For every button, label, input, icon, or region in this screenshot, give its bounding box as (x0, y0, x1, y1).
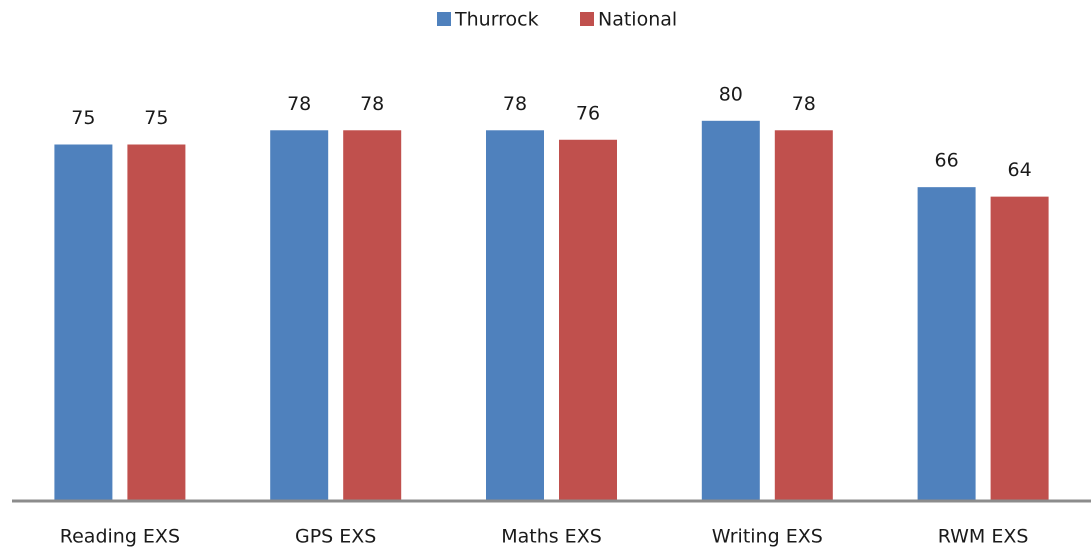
bar (486, 130, 544, 500)
data-label: 75 (144, 107, 168, 129)
x-tick-label: RWM EXS (938, 526, 1029, 548)
data-label: 78 (792, 93, 816, 115)
data-label: 80 (719, 83, 743, 105)
bar (917, 187, 976, 500)
data-label: 64 (1008, 159, 1032, 181)
bar (127, 144, 186, 500)
x-tick-label: Writing EXS (712, 526, 823, 548)
data-label: 66 (935, 150, 959, 172)
x-tick-label: GPS EXS (295, 526, 376, 548)
data-label: 78 (287, 93, 311, 115)
bar (270, 130, 329, 500)
data-label: 78 (503, 93, 527, 115)
bar (990, 196, 1049, 500)
data-label: 75 (71, 107, 95, 129)
bar (54, 144, 113, 500)
bar (701, 120, 760, 501)
x-tick-label: Maths EXS (501, 526, 602, 548)
legend-label: Thurrock (454, 9, 539, 31)
bar (559, 139, 617, 500)
x-tick-label: Reading EXS (60, 526, 180, 548)
data-label: 76 (576, 102, 600, 124)
bar (774, 130, 833, 500)
legend-swatch (437, 12, 451, 26)
legend-swatch (580, 12, 594, 26)
data-label: 78 (360, 93, 384, 115)
bar (343, 130, 402, 500)
legend-label: National (598, 9, 677, 31)
